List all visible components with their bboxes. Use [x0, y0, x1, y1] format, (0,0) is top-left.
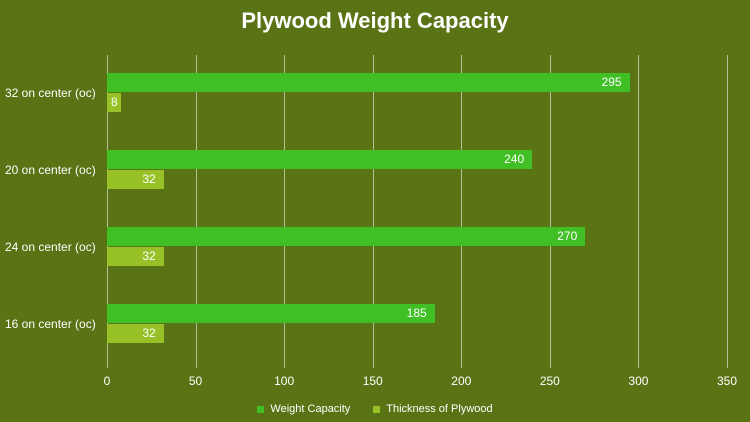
- x-tick: [638, 363, 640, 368]
- bar-value-label: 295: [601, 75, 622, 89]
- legend-swatch: [373, 405, 381, 413]
- x-tick: [372, 363, 374, 368]
- chart-title: Plywood Weight Capacity: [241, 8, 509, 33]
- plot-area: 295 8 240 32 270 32 185 32: [107, 55, 728, 363]
- x-tick: [284, 363, 286, 368]
- gridline: [727, 55, 728, 363]
- bar-value-label: 8: [111, 95, 118, 109]
- x-tick-label: 100: [274, 374, 295, 388]
- bar-value-label: 32: [142, 172, 156, 186]
- y-category-label: 32 on center (oc): [5, 86, 96, 100]
- bar-value-label: 240: [504, 152, 525, 166]
- x-tick: [195, 363, 197, 368]
- x-tick-label: 150: [362, 374, 383, 388]
- y-category-label: 24 on center (oc): [5, 240, 96, 254]
- x-tick-label: 250: [539, 374, 560, 388]
- bar-thickness: 32: [107, 324, 164, 343]
- x-tick-label: 350: [716, 374, 738, 388]
- bar-weight-capacity: 240: [107, 150, 533, 169]
- x-tick-label: 50: [188, 374, 203, 388]
- x-tick: [727, 363, 728, 368]
- bar-value-label: 185: [406, 306, 427, 320]
- gridline: [107, 55, 108, 363]
- x-tick: [461, 363, 463, 368]
- gridline: [372, 55, 374, 363]
- legend-item-weight-capacity: Weight Capacity: [257, 403, 350, 415]
- legend-label: Weight Capacity: [270, 403, 351, 415]
- y-category-label: 16 on center (oc): [5, 317, 96, 331]
- bar-thickness: 8: [107, 93, 122, 112]
- gridline: [461, 55, 463, 363]
- bar-weight-capacity: 295: [107, 73, 630, 92]
- gridline: [638, 55, 640, 363]
- legend-label: Thickness of Plywood: [386, 403, 493, 415]
- bar-thickness: 32: [107, 170, 164, 189]
- y-category-label: 20 on center (oc): [5, 163, 96, 177]
- legend: Weight Capacity Thickness of Plywood: [0, 403, 750, 415]
- x-tick-label: 0: [103, 374, 111, 388]
- bar-weight-capacity: 270: [107, 227, 586, 246]
- legend-swatch: [257, 405, 265, 413]
- x-tick-label: 200: [451, 374, 472, 388]
- legend-item-thickness: Thickness of Plywood: [373, 403, 493, 415]
- bar-value-label: 32: [142, 326, 156, 340]
- gridline: [549, 55, 551, 363]
- bar-weight-capacity: 185: [107, 304, 435, 323]
- gridline: [195, 55, 197, 363]
- bar-thickness: 32: [107, 247, 164, 266]
- bar-value-label: 32: [142, 249, 156, 263]
- x-tick-label: 300: [628, 374, 649, 388]
- gridline: [284, 55, 286, 363]
- x-tick: [107, 363, 108, 368]
- bar-value-label: 270: [557, 229, 578, 243]
- x-tick: [549, 363, 551, 368]
